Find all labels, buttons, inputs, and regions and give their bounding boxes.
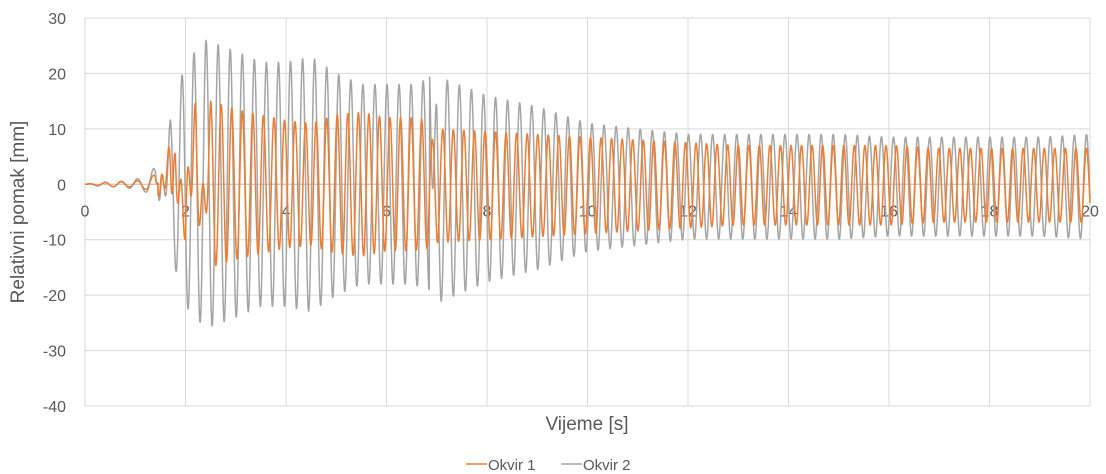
legend-label-okvir-1: Okvir 1 xyxy=(488,457,536,474)
y-tick-label: 20 xyxy=(48,66,66,83)
x-tick-label: 4 xyxy=(282,203,291,220)
series-layer xyxy=(84,39,1091,327)
series-line-okvir-1 xyxy=(84,100,1091,267)
y-tick-label: -30 xyxy=(43,344,66,361)
y-tick-label: 0 xyxy=(57,177,66,194)
series-line-okvir-2 xyxy=(84,39,1091,327)
legend-label-okvir-2: Okvir 2 xyxy=(583,457,631,474)
y-tick-label: 10 xyxy=(48,122,66,139)
y-tick-label: 30 xyxy=(48,11,66,28)
y-tick-label: -40 xyxy=(43,399,66,416)
y-tick-label: -10 xyxy=(43,233,66,250)
y-axis-ticks: 30 20 10 0 -10 -20 -30 -40 xyxy=(43,11,66,416)
legend: Okvir 1 Okvir 2 xyxy=(466,457,631,474)
x-tick-label: 0 xyxy=(81,203,90,220)
y-tick-label: -20 xyxy=(43,288,66,305)
x-axis-title: Vijeme [s] xyxy=(545,414,628,435)
x-tick-label: 20 xyxy=(1081,203,1099,220)
y-axis-title: Relativni pomak [mm] xyxy=(8,121,29,304)
